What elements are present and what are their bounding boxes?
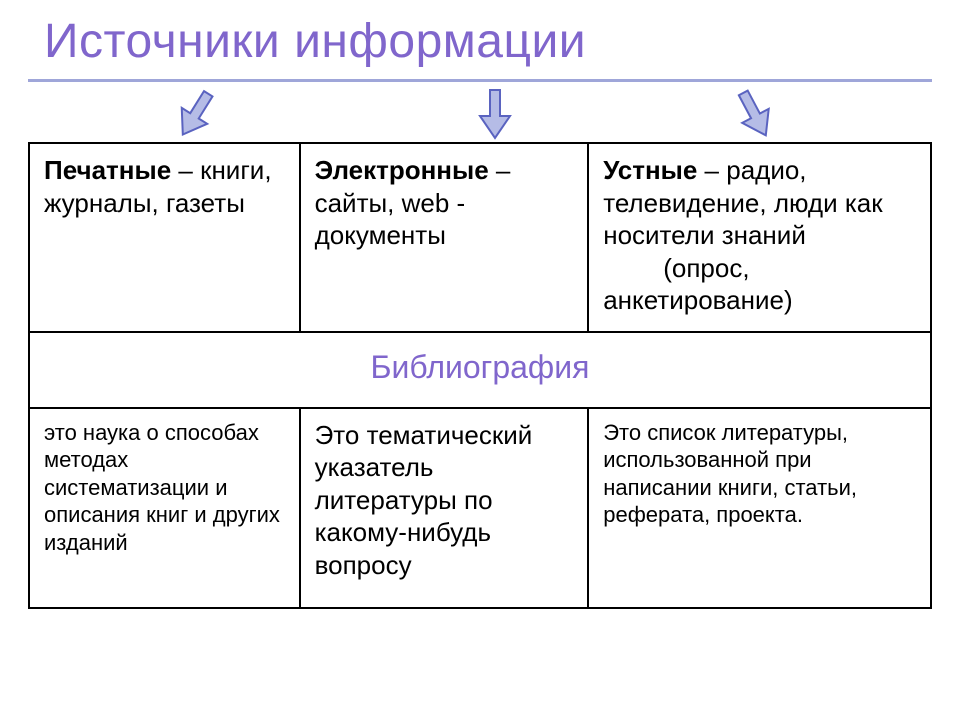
lead-label: Электронные bbox=[315, 155, 489, 185]
arrow-shape bbox=[730, 88, 779, 142]
cell-electronic: Электронные – сайты, web - документы bbox=[300, 143, 589, 332]
arrow-center-icon bbox=[468, 88, 522, 142]
info-table: Печатные – книги, журналы, газеты Электр… bbox=[28, 142, 932, 609]
cell-bibliography-heading: Библиография bbox=[29, 332, 931, 408]
arrow-shape bbox=[170, 88, 221, 142]
arrow-left-icon bbox=[168, 88, 222, 142]
cell-oral: Устные – радио, телевидение, люди как но… bbox=[588, 143, 931, 332]
cell-definition-3: Это список литературы, использованной пр… bbox=[588, 408, 931, 608]
table-row: Печатные – книги, журналы, газеты Электр… bbox=[29, 143, 931, 332]
cell-printed: Печатные – книги, журналы, газеты bbox=[29, 143, 300, 332]
cell-text: Это тематический указатель литературы по… bbox=[315, 420, 533, 580]
cell-definition-2: Это тематический указатель литературы по… bbox=[300, 408, 589, 608]
cell-definition-1: это наука о способах методах систематиза… bbox=[29, 408, 300, 608]
page-title: Источники информации bbox=[44, 14, 960, 69]
title-block: Источники информации bbox=[0, 0, 960, 75]
lead-label: Устные bbox=[603, 155, 697, 185]
arrows-container bbox=[28, 82, 932, 142]
cell-tail: (опрос, анкетирование) bbox=[603, 253, 792, 316]
table-row: Библиография bbox=[29, 332, 931, 408]
bibliography-label: Библиография bbox=[371, 349, 590, 385]
cell-text: это наука о способах методах систематиза… bbox=[44, 420, 280, 555]
cell-text: Это список литературы, использованной пр… bbox=[603, 420, 857, 528]
arrow-right-icon bbox=[728, 88, 782, 142]
table-row: это наука о способах методах систематиза… bbox=[29, 408, 931, 608]
lead-label: Печатные bbox=[44, 155, 171, 185]
arrow-shape bbox=[480, 90, 510, 138]
